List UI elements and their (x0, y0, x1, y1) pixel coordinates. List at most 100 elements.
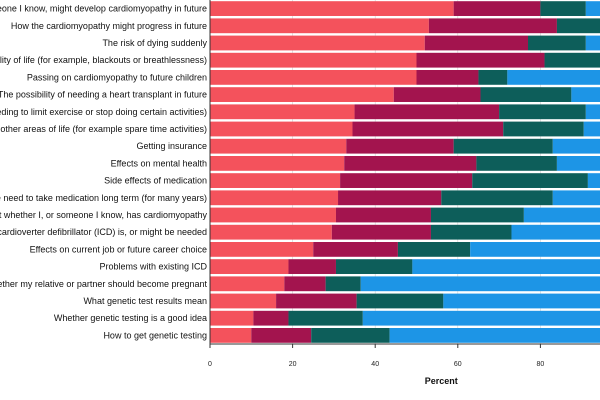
bar-segment-row-14-series-3 (430, 224, 512, 240)
bar-segment-row-5-series-3 (478, 70, 508, 85)
bar-segment-row-2-series-1 (210, 18, 429, 34)
category-label: The possibility of needing a heart trans… (0, 90, 207, 100)
bar-segment-row-12-series-1 (210, 190, 339, 206)
bar-segment-row-10-series-1 (210, 156, 345, 171)
x-axis: 0 20 40 60 80 (208, 0, 600, 368)
bar-segment-row-7-series-2 (354, 104, 500, 120)
bar-segment-row-8-series-4 (583, 121, 600, 137)
bar-segment-row-16-series-2 (288, 259, 336, 274)
category-label: What genetic test results mean (83, 296, 207, 306)
bar-segment-row-13-series-2 (335, 207, 431, 223)
bar-segment-row-17-series-3 (325, 276, 361, 292)
bar-segment-row-3-series-1 (210, 35, 425, 51)
bar-segment-row-20-series-3 (311, 328, 390, 343)
bar-segment-row-2-series-3 (556, 18, 600, 34)
category-label: Effects on mental health (111, 158, 207, 168)
category-label: ...ty about whether I, or someone I know… (0, 210, 207, 220)
bar-segment-row-19-series-4 (362, 310, 600, 326)
x-tick-label: 0 (208, 361, 212, 368)
bar-segment-row-6-series-1 (210, 87, 394, 102)
bar-segment-row-15-series-1 (210, 242, 314, 257)
category-label: How the cardiomyopathy might progress in… (11, 21, 207, 31)
bar-segment-row-1-series-1 (210, 1, 454, 16)
bar-segment-row-18-series-2 (276, 293, 357, 309)
category-label: The risk of dying suddenly (102, 38, 207, 48)
x-tick-label: 60 (454, 361, 462, 368)
bar-segment-row-16-series-4 (412, 259, 600, 274)
bar-segment-row-14-series-4 (511, 224, 600, 240)
bar-segment-row-16-series-3 (335, 259, 413, 274)
bar-segment-row-13-series-3 (430, 207, 524, 223)
bar-segment-row-10-series-3 (476, 156, 557, 171)
bar-segment-row-4-series-3 (544, 52, 600, 68)
bar-segment-row-17-series-4 (360, 276, 600, 292)
bar-segment-row-8-series-2 (352, 121, 504, 137)
category-label: ...with quality of life (for example, bl… (0, 55, 207, 65)
bar-segment-row-1-series-2 (453, 1, 541, 16)
bar-segment-row-16-series-1 (210, 259, 289, 274)
bar-segment-row-4-series-2 (416, 52, 545, 68)
bar-segment-row-18-series-1 (210, 293, 277, 309)
category-label: How to get genetic testing (103, 330, 207, 340)
bar-segment-row-14-series-1 (210, 224, 332, 240)
bar-segment-row-13-series-4 (523, 207, 600, 223)
bar-segment-row-11-series-2 (340, 173, 473, 188)
category-label: Side effects of medication (104, 176, 207, 186)
bar-segment-row-10-series-2 (344, 156, 477, 171)
bar-segment-row-5-series-4 (507, 70, 600, 85)
bar-segment-row-5-series-1 (210, 70, 417, 85)
bar-segment-row-14-series-2 (331, 224, 431, 240)
category-label: ...le, needing to limit exercise or stop… (0, 107, 207, 117)
bar-segment-row-12-series-4 (552, 190, 600, 206)
bar-segment-row-4-series-1 (210, 52, 417, 68)
bar-segment-row-15-series-2 (313, 242, 398, 257)
bar-segment-row-17-series-2 (284, 276, 326, 292)
category-label: Effects on current job or future career … (30, 244, 207, 254)
x-tick-label: 20 (289, 361, 297, 368)
bar-segment-row-15-series-3 (397, 242, 471, 257)
bar-segment-row-9-series-3 (453, 138, 553, 154)
bar-segment-row-9-series-2 (346, 138, 454, 154)
category-label: Passing on cardiomyopathy to future chil… (27, 72, 207, 82)
bar-segment-row-3-series-2 (424, 35, 529, 51)
x-tick-label: 40 (371, 361, 379, 368)
bar-segment-row-13-series-1 (210, 207, 336, 223)
bar-segment-row-15-series-4 (470, 242, 600, 257)
bar-segment-row-6-series-3 (480, 87, 572, 102)
bar-segment-row-9-series-1 (210, 138, 347, 154)
bar-layer (210, 0, 600, 344)
bar-segment-row-7-series-1 (210, 104, 355, 120)
category-label: ...ntable cardioverter defibrillator (IC… (0, 227, 207, 237)
x-axis-title: Percent (425, 376, 458, 386)
category-label: ...ects on other areas of life (for exam… (0, 124, 207, 134)
bar-segment-row-3-series-4 (585, 35, 600, 51)
bar-segment-row-20-series-1 (210, 328, 252, 343)
bar-segment-row-7-series-3 (499, 104, 586, 120)
bar-segment-row-18-series-3 (356, 293, 444, 309)
bar-segment-row-6-series-2 (393, 87, 481, 102)
bar-segment-row-10-series-4 (556, 156, 600, 171)
bar-segment-row-8-series-3 (503, 121, 584, 137)
bar-segment-row-5-series-2 (416, 70, 479, 85)
x-tick-label: 80 (537, 361, 545, 368)
bar-segment-row-3-series-3 (528, 35, 586, 51)
category-label: Whether genetic testing is a good idea (54, 313, 207, 323)
bar-segment-row-12-series-2 (338, 190, 442, 206)
bar-segment-row-9-series-4 (552, 138, 600, 154)
bar-segment-row-20-series-4 (389, 328, 600, 343)
bar-segment-row-8-series-1 (210, 121, 353, 137)
bar-segment-row-18-series-4 (443, 293, 600, 309)
category-label: ...) or whether my relative or partner s… (0, 279, 207, 289)
bar-segment-row-2-series-2 (428, 18, 557, 34)
bar-segment-row-6-series-4 (571, 87, 600, 102)
bar-segment-row-11-series-4 (587, 173, 600, 188)
bar-segment-row-1-series-3 (540, 1, 586, 16)
category-label: Getting insurance (136, 141, 207, 151)
category-label: ...of someone I know, might develop card… (0, 4, 207, 14)
bar-segment-row-12-series-3 (441, 190, 553, 206)
bar-segment-row-19-series-1 (210, 310, 254, 326)
bar-segment-row-7-series-4 (585, 104, 600, 120)
bar-segment-row-20-series-2 (251, 328, 312, 343)
bar-segment-row-11-series-3 (472, 173, 588, 188)
